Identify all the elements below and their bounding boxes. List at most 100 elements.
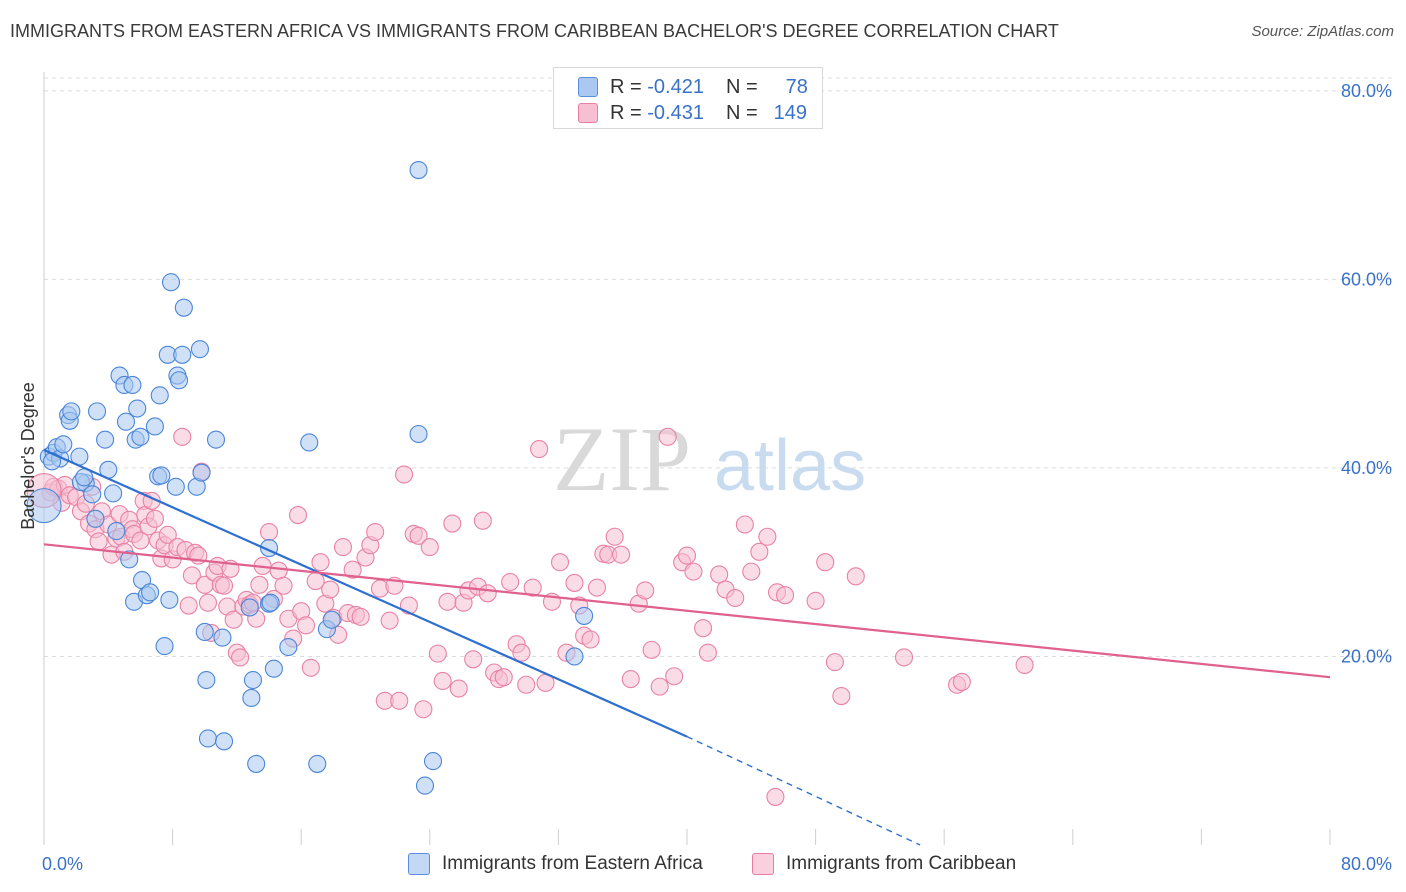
watermark-zip: ZIP — [553, 408, 691, 510]
data-point-eastern-africa — [166, 477, 185, 496]
legend-swatch-blue — [578, 77, 598, 97]
data-point-caribbean — [173, 427, 192, 446]
data-point-caribbean — [343, 560, 362, 579]
data-point-caribbean — [612, 545, 631, 564]
legend-swatch-blue — [408, 853, 430, 875]
data-point-caribbean — [464, 650, 483, 669]
data-point-caribbean — [179, 596, 198, 615]
data-point-caribbean — [710, 565, 729, 584]
data-point-eastern-africa — [195, 622, 214, 642]
data-point-caribbean — [395, 465, 414, 484]
data-point-caribbean — [846, 567, 865, 586]
data-point-caribbean — [832, 687, 851, 706]
data-point-caribbean — [414, 700, 433, 719]
data-point-eastern-africa — [145, 417, 164, 436]
n-value: 78 — [785, 75, 808, 98]
series-caribbean-points — [26, 427, 1034, 806]
data-point-eastern-africa — [86, 509, 105, 528]
data-point-eastern-africa — [174, 298, 193, 317]
data-point-eastern-africa — [141, 583, 160, 602]
data-point-eastern-africa — [131, 427, 150, 446]
data-point-caribbean — [766, 787, 785, 806]
data-point-eastern-africa — [87, 402, 107, 421]
data-point-caribbean — [517, 675, 536, 694]
data-point-eastern-africa — [409, 424, 428, 444]
data-point-eastern-africa — [107, 522, 126, 541]
data-point-caribbean — [642, 640, 661, 659]
data-point-caribbean — [158, 525, 177, 544]
data-point-caribbean — [806, 591, 825, 610]
data-point-caribbean — [198, 593, 218, 612]
data-point-caribbean — [380, 611, 399, 630]
n-label: N = — [725, 101, 758, 124]
data-point-eastern-africa — [192, 463, 211, 482]
data-point-eastern-africa — [152, 466, 171, 485]
legend-swatch-pink — [578, 103, 598, 123]
data-point-caribbean — [333, 538, 353, 557]
data-point-caribbean — [420, 538, 439, 557]
data-point-caribbean — [758, 527, 777, 546]
data-point-caribbean — [677, 546, 697, 565]
data-point-eastern-africa — [261, 593, 280, 612]
legend-label: Immigrants from Eastern Africa — [442, 853, 703, 874]
r-label: R = — [610, 75, 642, 98]
legend-swatch-pink — [752, 853, 774, 875]
data-point-eastern-africa — [160, 590, 179, 609]
data-point-caribbean — [952, 672, 971, 691]
data-point-caribbean — [311, 553, 330, 572]
data-point-caribbean — [145, 509, 164, 528]
source-label: Source: ZipAtlas.com — [1251, 23, 1394, 40]
data-point-caribbean — [512, 643, 531, 662]
trend-line-eastern-africa-extension — [686, 735, 921, 846]
data-point-caribbean — [438, 592, 457, 611]
data-point-caribbean — [565, 573, 584, 592]
trend-lines — [43, 449, 1331, 846]
data-point-eastern-africa — [155, 637, 174, 656]
data-point-caribbean — [501, 572, 520, 592]
x-tick-label: 80.0% — [1341, 854, 1392, 874]
data-point-eastern-africa — [190, 340, 209, 359]
data-point-caribbean — [443, 514, 462, 533]
y-tick-label: 60.0% — [1341, 269, 1392, 289]
data-point-eastern-africa — [128, 399, 147, 418]
data-point-eastern-africa — [54, 435, 73, 454]
data-point-caribbean — [650, 677, 669, 696]
r-value: -0.431 — [647, 101, 704, 124]
data-point-eastern-africa — [242, 688, 261, 707]
data-point-eastern-africa — [264, 659, 283, 678]
data-point-eastern-africa — [575, 606, 594, 625]
data-point-caribbean — [550, 553, 570, 572]
tick-labels: 20.0% 40.0% 60.0% 80.0% 0.0% 80.0% — [42, 81, 1392, 874]
data-point-eastern-africa — [415, 776, 435, 795]
data-point-caribbean — [274, 576, 293, 595]
data-point-caribbean — [250, 575, 269, 594]
legend-item-eastern-africa: Immigrants from Eastern Africa — [408, 852, 703, 876]
trend-line-eastern-africa — [43, 449, 688, 738]
legend-label: Immigrants from Caribbean — [786, 853, 1017, 874]
series-eastern-africa-points — [26, 160, 594, 795]
data-point-eastern-africa — [409, 160, 428, 180]
data-point-eastern-africa — [197, 670, 216, 690]
data-point-eastern-africa-large — [26, 488, 62, 524]
data-point-caribbean — [390, 691, 409, 710]
data-point-eastern-africa — [300, 433, 319, 452]
data-point-caribbean — [825, 653, 844, 672]
data-point-eastern-africa — [150, 386, 169, 405]
data-point-caribbean — [694, 619, 713, 638]
data-point-caribbean — [742, 562, 761, 581]
data-point-caribbean — [621, 670, 640, 689]
legend-item-caribbean: Immigrants from Caribbean — [752, 852, 1016, 876]
watermark-atlas: atlas — [714, 426, 866, 506]
data-point-eastern-africa — [565, 647, 584, 666]
data-point-caribbean — [428, 644, 447, 663]
y-tick-label: 40.0% — [1341, 458, 1392, 478]
data-point-caribbean — [658, 427, 677, 446]
stats-row-caribbean: R = -0.431 N = 149 — [578, 100, 807, 126]
data-point-caribbean — [816, 553, 835, 572]
y-tick-label: 80.0% — [1341, 81, 1392, 101]
data-point-caribbean — [433, 671, 452, 691]
data-point-caribbean — [665, 667, 684, 686]
data-point-caribbean — [269, 561, 288, 580]
data-point-caribbean — [1015, 655, 1034, 674]
